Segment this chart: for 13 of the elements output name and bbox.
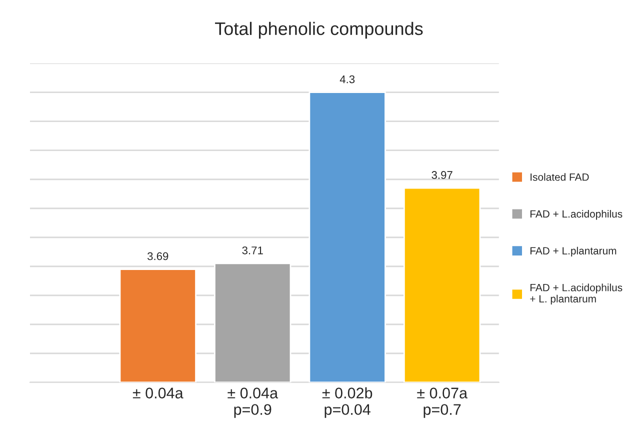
chart-title: Total phenolic compounds (215, 22, 423, 39)
legend-label: FAD + L.acidophilus (530, 210, 622, 220)
data-label: 3.69 (147, 252, 168, 260)
x-tick-label: ± 0.04a p=0.9 (228, 388, 278, 418)
data-label: 4.3 (340, 75, 355, 84)
legend-label: FAD + L.acidophilus + L. plantarum (530, 284, 622, 305)
x-tick-label: ± 0.04a (132, 388, 184, 398)
x-tick-label: ± 0.02b p=0.04 (322, 387, 372, 418)
data-label: 3.97 (432, 171, 452, 179)
x-tick-label: ± 0.07a p=0.7 (417, 388, 468, 418)
legend-label: Isolated FAD (530, 173, 589, 181)
data-label: 3.71 (242, 246, 263, 254)
legend-label: FAD + L.plantarum (530, 246, 616, 257)
